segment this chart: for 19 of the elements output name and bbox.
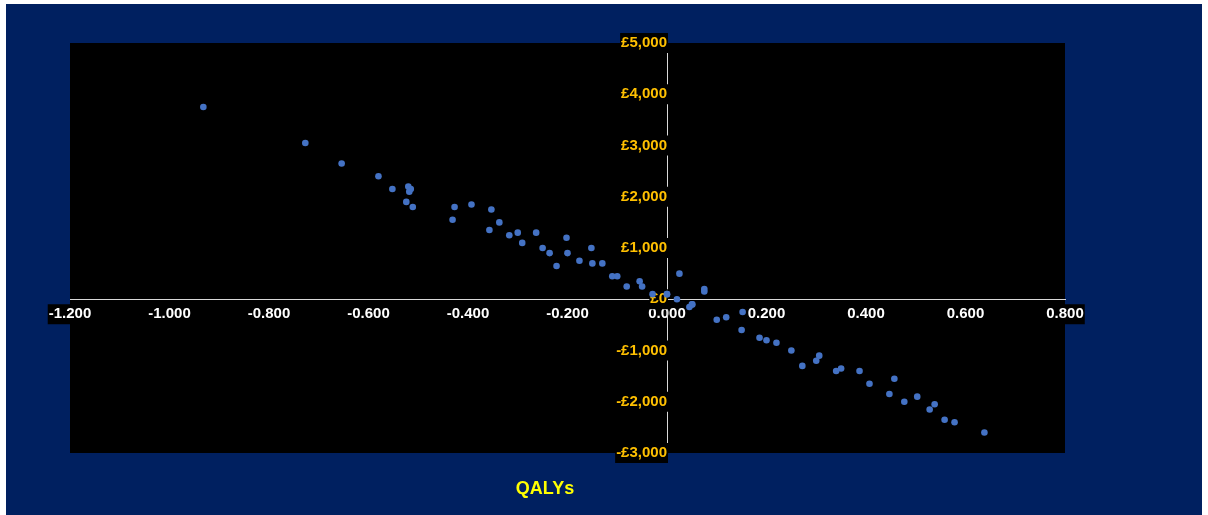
y-tick-label: -£3,000: [616, 443, 667, 461]
x-tick-label: -0.400: [446, 304, 490, 322]
y-tick-label: -£2,000: [616, 391, 667, 409]
x-tick-label: -0.200: [546, 304, 589, 322]
y-tick-label: £1,000: [621, 238, 667, 256]
x-axis-title: QALYs: [514, 478, 576, 499]
y-tick-label: £4,000: [621, 84, 667, 102]
y-tick-label: £5,000: [621, 33, 667, 51]
x-tick-label: 0.200: [747, 304, 786, 322]
y-tick-label: £2,000: [621, 186, 667, 204]
x-tick-label: 0.400: [847, 304, 885, 322]
x-tick-label: -1.000: [148, 304, 191, 322]
x-tick-label: -1.200: [48, 304, 92, 322]
y-tick-label: -£1,000: [616, 340, 667, 358]
y-tick-label: £3,000: [621, 135, 667, 153]
x-tick-label: -0.800: [247, 304, 291, 322]
x-tick-label: 0.800: [1046, 304, 1084, 322]
x-tick-label: -0.600: [347, 304, 390, 322]
x-tick-label: 0.600: [946, 304, 985, 322]
